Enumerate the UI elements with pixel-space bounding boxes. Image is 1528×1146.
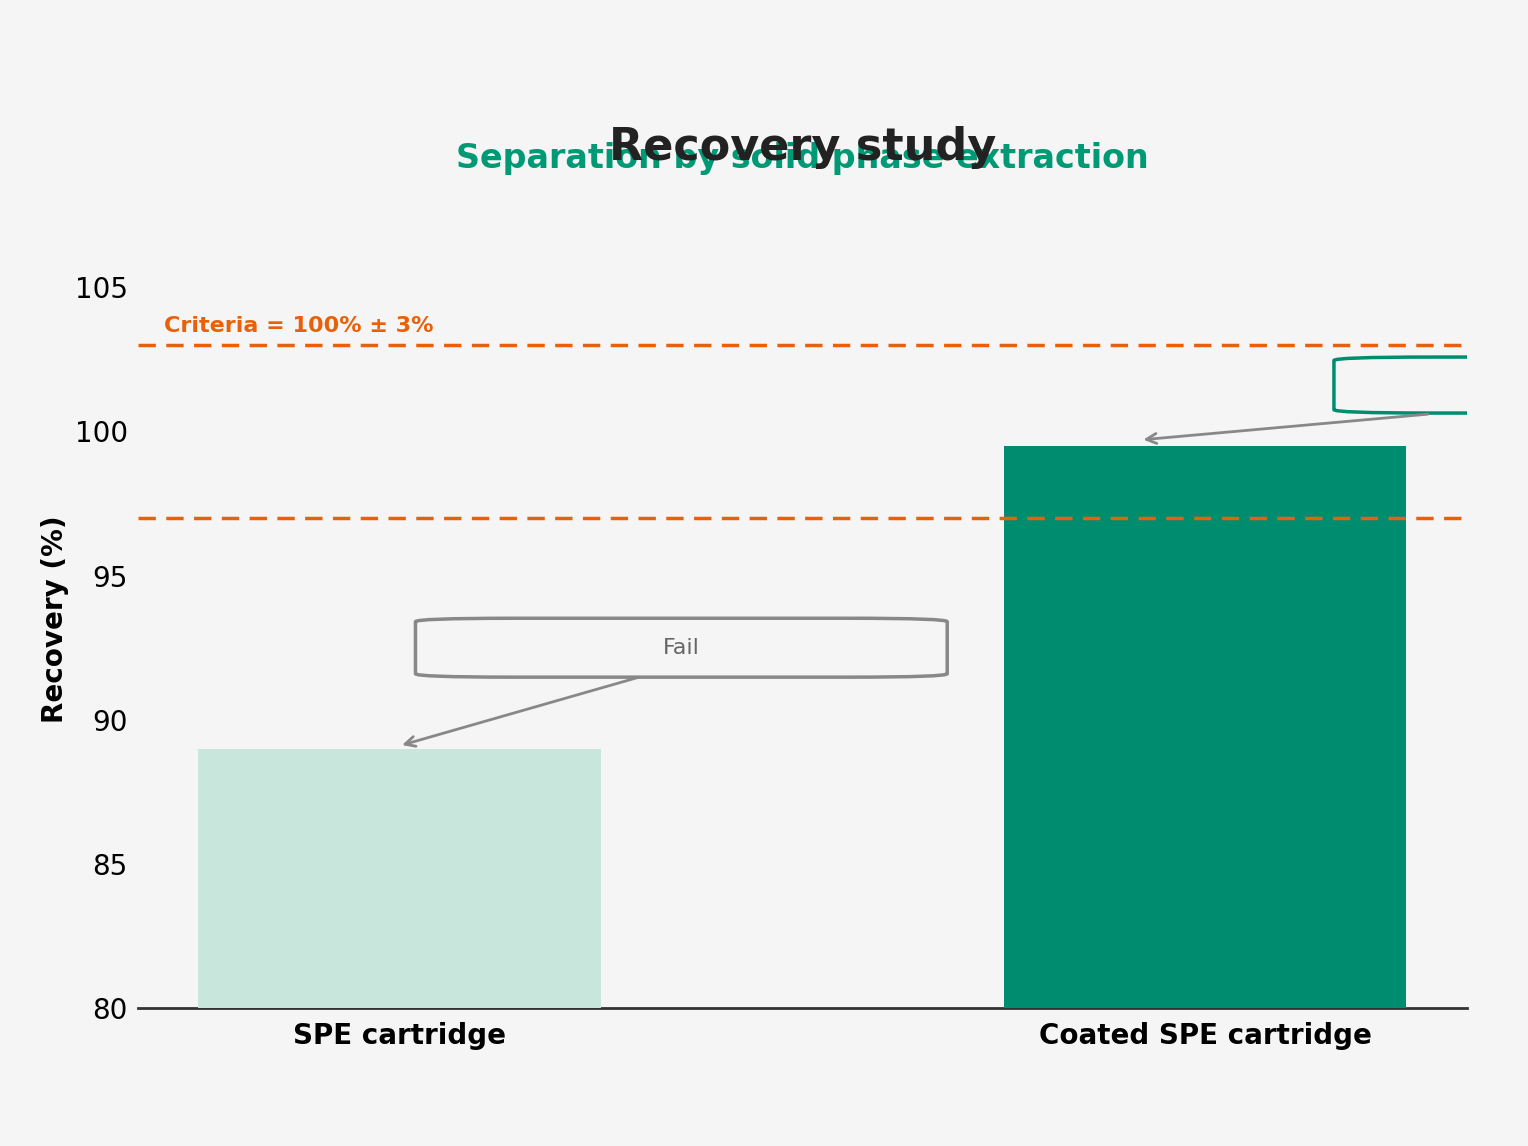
Bar — [199, 748, 601, 1008]
Text: Fail: Fail — [663, 637, 700, 658]
Bar — [1004, 446, 1406, 1008]
FancyBboxPatch shape — [416, 618, 947, 677]
Text: Criteria = 100% ± 3%: Criteria = 100% ± 3% — [163, 316, 434, 336]
FancyBboxPatch shape — [1334, 358, 1528, 413]
Y-axis label: Recovery (%): Recovery (%) — [41, 515, 69, 723]
Title: Recovery study: Recovery study — [608, 126, 996, 168]
Text: Separation by solid phase extraction: Separation by solid phase extraction — [455, 142, 1149, 174]
